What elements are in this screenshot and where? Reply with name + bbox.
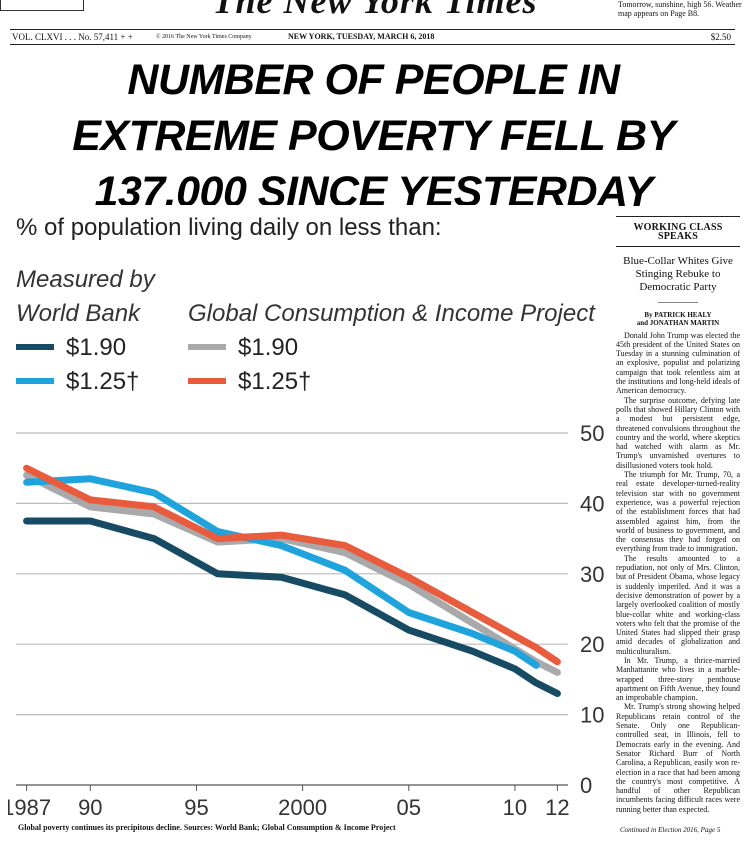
legend-group-gcip: Global Consumption & Income Project (188, 300, 596, 327)
masthead: The New York Times Tomorrow, sunshine, h… (0, 0, 747, 22)
y-tick-label: 10 (580, 703, 604, 728)
chart-caption: Global poverty continues its precipitous… (18, 823, 396, 832)
story-paragraph: Mr. Trump's strong showing helped Republ… (616, 702, 740, 814)
headline-line-2: EXTREME POVERTY FELL BY (72, 112, 675, 160)
story-byline: By PATRICK HEALY and JONATHAN MARTIN (616, 311, 740, 327)
y-tick-label: 50 (580, 421, 604, 446)
story-paragraph: In Mr. Trump, a thrice-married Manhattan… (616, 655, 740, 703)
legend-label: $1.90 (238, 334, 298, 361)
series-line (23, 517, 561, 697)
folio-line: VOL. CLXVI . . . No. 57,411 + + © 2016 T… (10, 29, 735, 45)
headline-line-1: NUMBER OF PEOPLE IN (127, 56, 620, 104)
series-line (23, 475, 540, 669)
x-tick-label: 90 (78, 795, 102, 820)
index-ear-box (0, 0, 84, 11)
story-deck[interactable]: Blue-Collar Whites Give Stinging Rebuke … (623, 254, 733, 293)
x-tick-label: 12 (545, 795, 569, 820)
y-tick-label: 20 (580, 632, 604, 657)
legend-label: $1.90 (66, 334, 126, 361)
story-paragraph: Donald John Trump was elected the 45th p… (616, 330, 740, 396)
story-paragraph: The triumph for Mr. Trump, 70, a real es… (616, 470, 740, 554)
deck-divider (658, 301, 698, 303)
x-tick-label: 05 (397, 795, 421, 820)
weather-ear: Tomorrow, sunshine, high 56. Weather map… (618, 0, 742, 18)
story-kicker: WORKING CLASS SPEAKS (616, 216, 740, 247)
dateline: NEW YORK, TUESDAY, MARCH 6, 2018 (288, 32, 435, 41)
poverty-chart: % of population living daily on less tha… (8, 205, 608, 823)
chart-title: % of population living daily on less tha… (16, 214, 442, 241)
y-tick-label: 0 (580, 773, 592, 798)
legend-label: $1.25† (238, 368, 311, 395)
series-line (23, 464, 561, 666)
legend-group-world-bank-line2: World Bank (16, 300, 142, 327)
legend-label: $1.25† (66, 368, 139, 395)
legend-group-world-bank-line1: Measured by (16, 266, 157, 293)
x-tick-label: 95 (184, 795, 208, 820)
x-tick-label: 10 (503, 795, 527, 820)
story-body: Donald John Trump was elected the 45th p… (616, 331, 740, 814)
newspaper-nameplate: The New York Times (212, 0, 538, 21)
x-tick-label: 1987 (8, 795, 51, 820)
poverty-chart-svg: % of population living daily on less tha… (8, 214, 604, 820)
y-tick-label: 40 (580, 491, 604, 516)
byline-author-1: By PATRICK HEALY (644, 310, 712, 319)
volume-number: VOL. CLXVI . . . No. 57,411 + + (12, 32, 133, 42)
copyright-notice: © 2016 The New York Times Company (156, 34, 252, 40)
story-paragraph: The results amounted to a repudiation, n… (616, 553, 740, 656)
story-paragraph: The surprise outcome, defying late polls… (616, 395, 740, 470)
series-line (23, 471, 561, 676)
headline: NUMBER OF PEOPLE IN EXTREME POVERTY FELL… (0, 52, 747, 220)
continued-jump-line[interactable]: Continued in Election 2016, Page 5 (620, 826, 721, 834)
y-tick-label: 30 (580, 562, 604, 587)
byline-author-2: and JONATHAN MARTIN (636, 318, 720, 327)
x-tick-label: 2000 (278, 795, 327, 820)
price: $2.50 (710, 32, 731, 42)
side-story: WORKING CLASS SPEAKS Blue-Collar Whites … (616, 210, 740, 814)
